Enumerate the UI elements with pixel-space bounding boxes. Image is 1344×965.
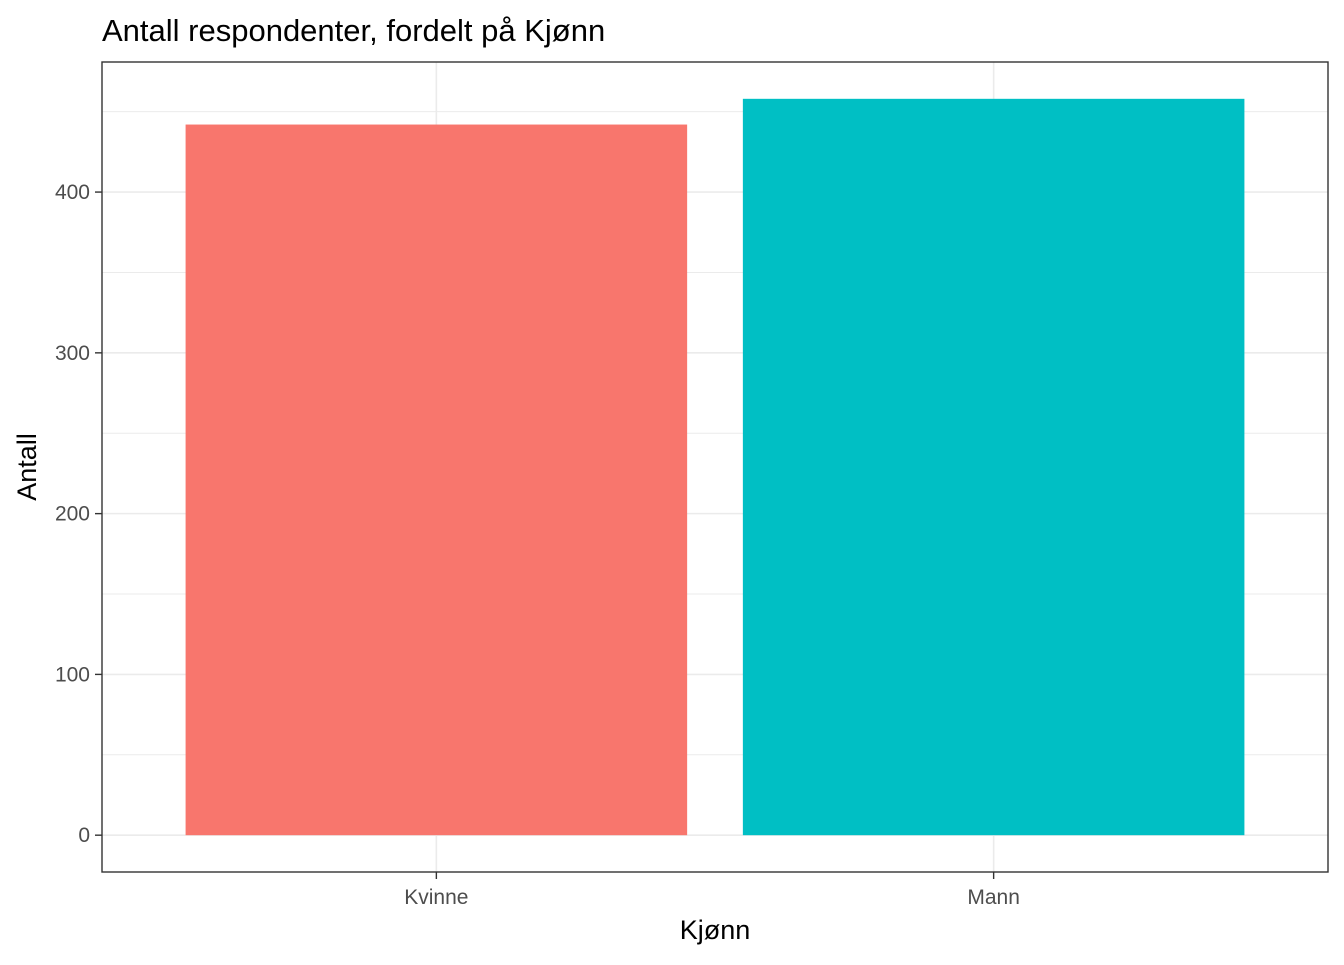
y-tick-label: 100 [55,663,90,686]
y-tick-label: 300 [55,342,90,365]
y-tick-label: 200 [55,503,90,526]
x-tick-label: Kvinne [404,886,468,909]
y-axis-title: Antall [12,433,42,501]
plot-panel-border [101,61,1329,873]
x-tick-label: Mann [967,886,1020,909]
axis-layer: 0 100 200 300 400 Kvinne Mann [55,181,1020,909]
bar-mann [742,98,1245,836]
y-tick-label: 400 [55,181,90,204]
chart-title: Antall respondenter, fordelt på Kjønn [102,13,605,48]
bar-kvinne [185,124,688,836]
bars-layer [185,98,1245,836]
x-axis-title: Kjønn [680,915,751,945]
y-tick-label: 0 [78,824,90,847]
